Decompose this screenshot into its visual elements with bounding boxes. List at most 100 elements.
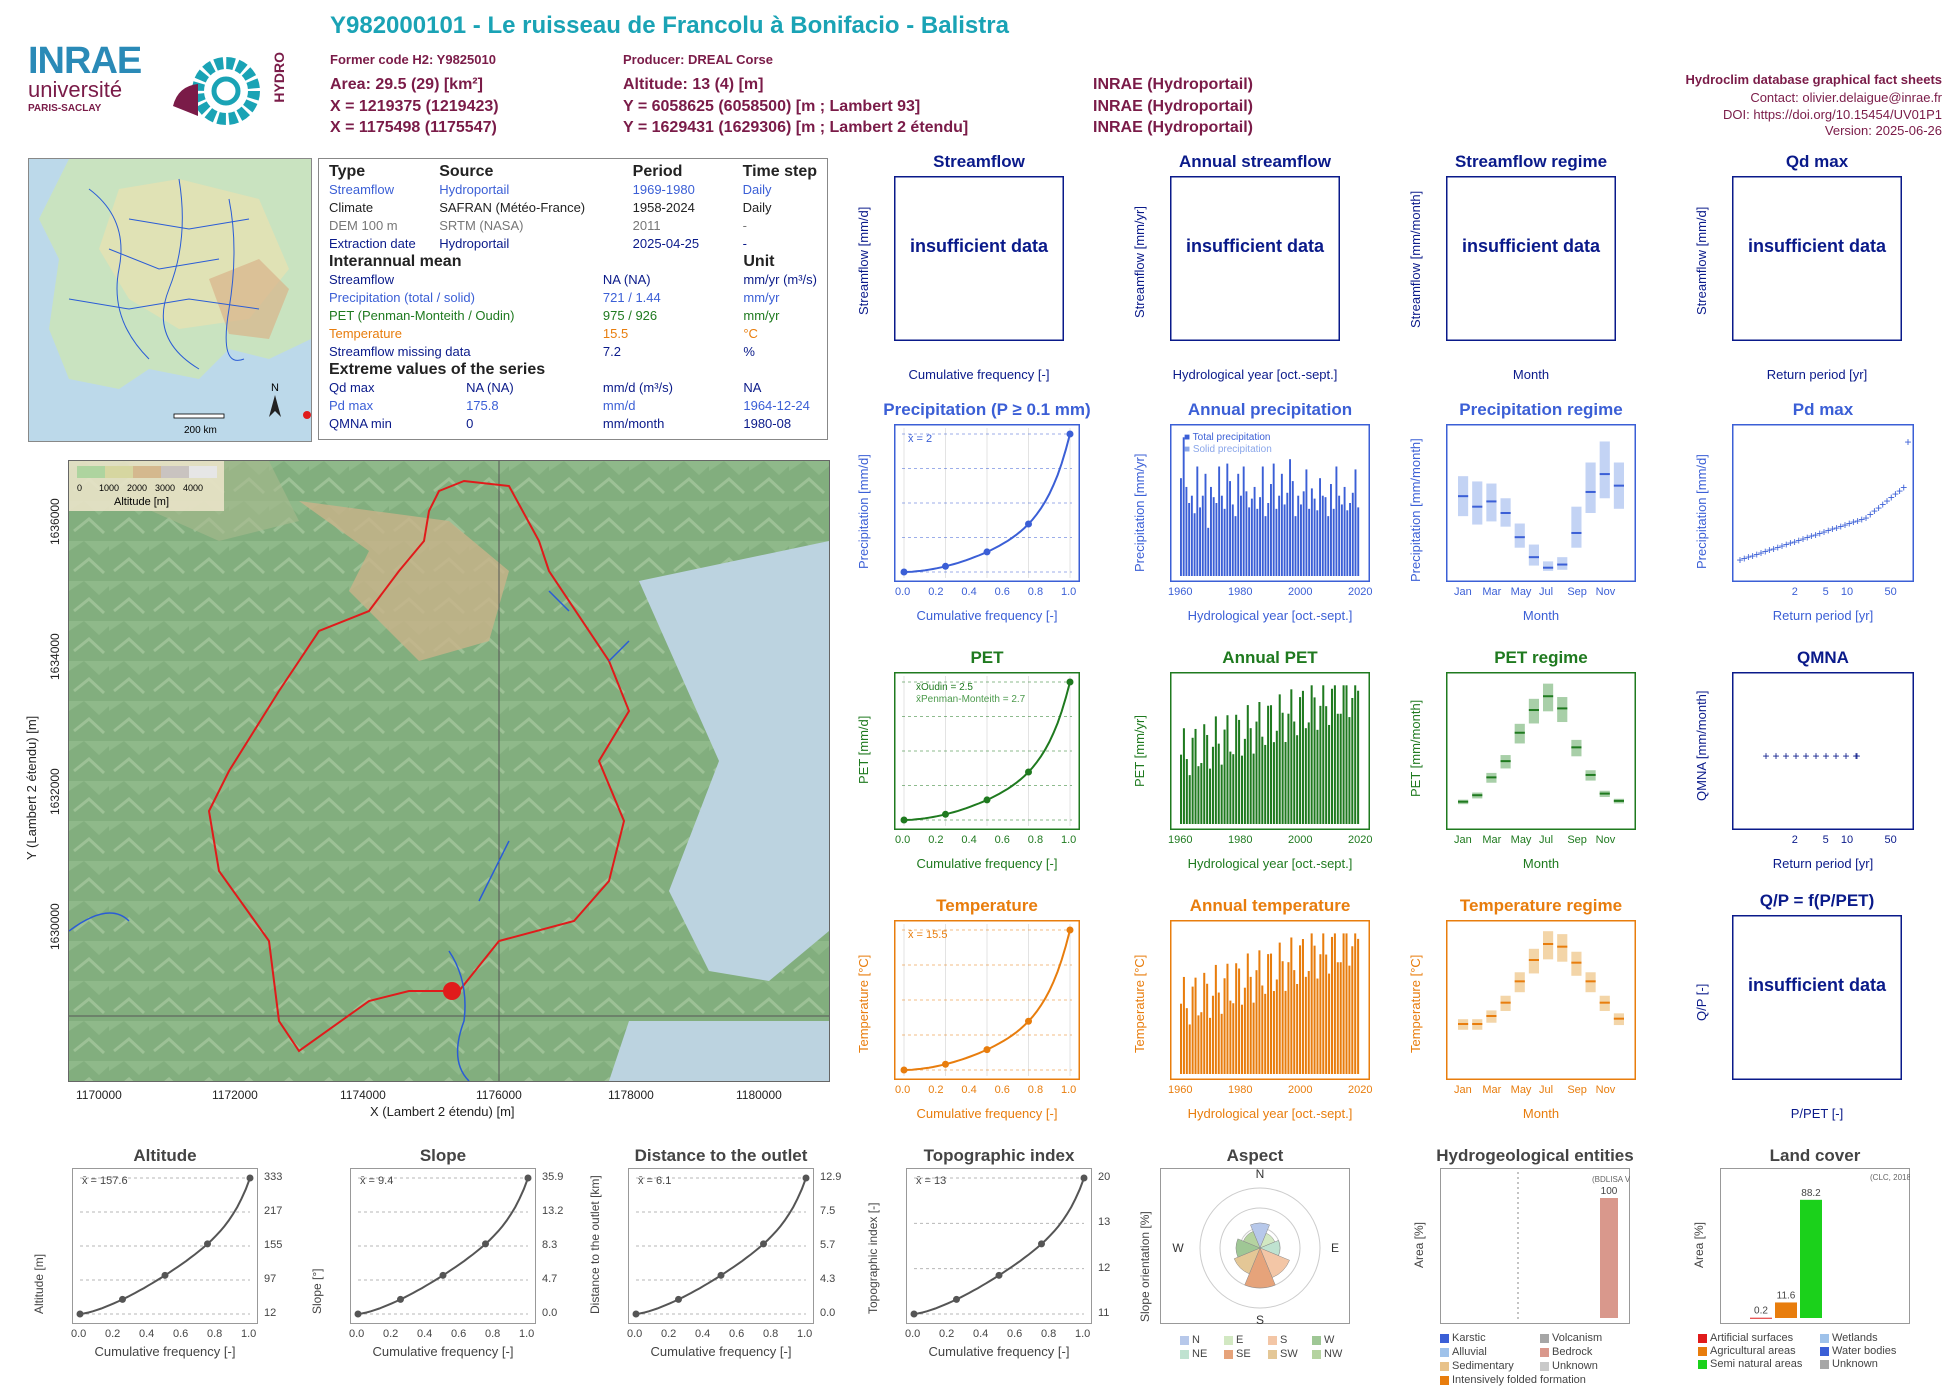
x-l93: X = 1219375 (1219423) (330, 98, 499, 115)
pd_max-point-28: + (1854, 514, 1861, 528)
distance-ylabel: Distance to the outlet [km] (588, 1175, 602, 1314)
pd_max-ylabel: Precipitation [mm/d] (1694, 454, 1709, 569)
info-table: Type Source Period Time step Streamflow H… (318, 158, 828, 440)
pd_max-plot: ++++++++++++++++++++++++++++++++++++++++… (1732, 424, 1914, 582)
pd_max-point-37: + (1892, 487, 1899, 501)
hydro-logo: HYDRO (168, 46, 293, 126)
pd_max-point-26: + (1846, 517, 1853, 531)
annual_temp-bar-41 (1299, 945, 1302, 1074)
former-code: Former code H2: Y9825010 (330, 52, 496, 67)
annual_precip-ylabel: Precipitation [mm/yr] (1132, 453, 1147, 573)
landcover-legend-5: Unknown (1820, 1358, 1878, 1370)
annual_pet-bar-2 (1185, 759, 1188, 824)
annual_precip-bar-55 (1330, 484, 1332, 576)
precip_regime-xtick-3: Jul (1539, 586, 1554, 598)
altitude-right-label-2: 155 (264, 1239, 283, 1251)
landcover-bar-0 (1750, 1317, 1772, 1319)
slope-point-4 (524, 1174, 532, 1182)
annual_precip-bar-5 (1193, 513, 1196, 576)
map-x-tick-0: 1170000 (76, 1088, 122, 1102)
pd_max-point-7: + (1766, 543, 1773, 557)
landcover-ylabel: Area [%] (1692, 1221, 1706, 1268)
producer: Producer: DREAL Corse (623, 52, 774, 67)
annual_temp-bar-19 (1235, 963, 1238, 1074)
qmna-point-6: + (1822, 749, 1829, 763)
precip_regime-box-1 (1472, 481, 1483, 525)
pd_max-point-5: + (1757, 546, 1764, 560)
altitude-point-3 (204, 1240, 211, 1248)
pet_cdf-point-3 (1025, 768, 1032, 776)
annual_precip-bar-34 (1272, 463, 1275, 576)
pd_max-point-38: + (1896, 484, 1903, 498)
annual_pet-bar-34 (1278, 694, 1281, 824)
pd_max-frame (1732, 424, 1914, 582)
topo-xtick-5: 1.0 (1075, 1328, 1091, 1340)
annual_pet-bar-19 (1235, 714, 1238, 824)
pet_cdf-xtick-2: 0.4 (961, 834, 977, 846)
annual_pet-bar-22 (1243, 738, 1246, 824)
annual_temp-bar-43 (1304, 976, 1307, 1074)
topo-plot: x̄ = 13 (906, 1168, 1092, 1324)
topo-xtick-4: 0.8 (1041, 1328, 1057, 1340)
annual_temp-bar-29 (1264, 993, 1267, 1074)
annual_temp-bar-35 (1281, 961, 1284, 1074)
annual_pet-bar-60 (1354, 685, 1357, 824)
aspect-sector-4 (1244, 1247, 1276, 1289)
pd_max-point-4: + (1753, 547, 1760, 561)
hydrogeol-plot: (BDLISA V3, 2022) 100 (1440, 1168, 1630, 1324)
annual_pet-bar-14 (1220, 764, 1223, 824)
hydrogeol-bar-bedrock (1600, 1198, 1618, 1318)
temp_cdf-point-3 (1025, 1017, 1032, 1025)
page-title: Y982000101 - Le ruisseau de Francolu à B… (330, 12, 1009, 39)
map-x-tick-5: 1180000 (736, 1088, 782, 1102)
altitude-xtick-0: 0.0 (71, 1328, 87, 1340)
overview-map: 200 km N (28, 158, 312, 442)
qp-frame (1732, 915, 1902, 1080)
precip_regime-xtick-0: Jan (1454, 586, 1472, 598)
doi-link[interactable]: DOI: https://doi.org/10.15454/UV01P1 (1723, 107, 1942, 122)
annual_precip-bar-61 (1346, 510, 1349, 576)
precip_regime-box-7 (1557, 557, 1568, 570)
pet_cdf-xtick-1: 0.2 (928, 834, 944, 846)
annual_temp-bar-30 (1267, 954, 1270, 1074)
qmna-ylabel: QMNA [mm/month] (1694, 689, 1709, 801)
temp_regime-box-8 (1571, 951, 1582, 976)
pd_max-point-1: + (1741, 552, 1748, 566)
hydrogeol-legend-4: Sedimentary (1440, 1360, 1514, 1372)
precip_regime-plot (1446, 424, 1636, 582)
qd_max-xlabel: Return period [yr] (1766, 367, 1868, 382)
temp_regime-xtick-0: Jan (1454, 1084, 1472, 1096)
hydrogeol-legend-1: Volcanism (1540, 1332, 1602, 1344)
landcover-source: (CLC, 2018) (1870, 1173, 1910, 1182)
pd_max-xtick-3: 50 (1884, 586, 1897, 598)
altitude-ylabel: Altitude [m] (32, 1253, 46, 1314)
distance-xtick-2: 0.4 (695, 1328, 711, 1340)
annual_temp-xtick-1: 1980 (1228, 1084, 1253, 1096)
annual_pet-xlabel: Hydrological year [oct.-sept.] (1187, 856, 1353, 871)
annual_precip-bar-14 (1218, 466, 1221, 576)
annual_precip-bar-29 (1259, 497, 1261, 576)
annual_temp-bar-10 (1209, 1017, 1212, 1074)
temp_cdf-point-1 (942, 1060, 949, 1068)
pet_cdf-point-4 (1066, 678, 1074, 686)
annual_precip-bar-15 (1220, 495, 1223, 576)
annual_temp-bar-40 (1296, 983, 1299, 1074)
temp_cdf-annotation: x̄ = 15.5 (908, 929, 947, 941)
annual_precip-xtick-0: 1960 (1168, 586, 1193, 598)
hydrogeol-legend-0: Karstic (1440, 1332, 1486, 1344)
pet_regime-xtick-4: Sep (1567, 834, 1587, 846)
topo-xlabel: Cumulative frequency [-] (928, 1344, 1070, 1359)
precip_cdf-point-3 (1025, 520, 1032, 528)
altitude-annotation: x̄ = 157.6 (82, 1175, 128, 1187)
precip_regime-box-10 (1599, 441, 1610, 499)
altitude-right-label-0: 333 (264, 1171, 283, 1183)
temp_cdf-xlabel: Cumulative frequency [-] (916, 1106, 1058, 1121)
annual_pet-bar-41 (1299, 697, 1302, 824)
qmna-point-4: + (1802, 749, 1809, 763)
pd_max-point-22: + (1829, 522, 1836, 536)
precip_regime-xtick-4: Sep (1567, 586, 1587, 598)
pd_max-point-11: + (1783, 538, 1790, 552)
annual_precip-bar-30 (1261, 466, 1264, 576)
svg-text:Altitude [m]: Altitude [m] (114, 496, 169, 508)
qmna-plot: + + + + + + + + + ++ (1732, 672, 1914, 830)
